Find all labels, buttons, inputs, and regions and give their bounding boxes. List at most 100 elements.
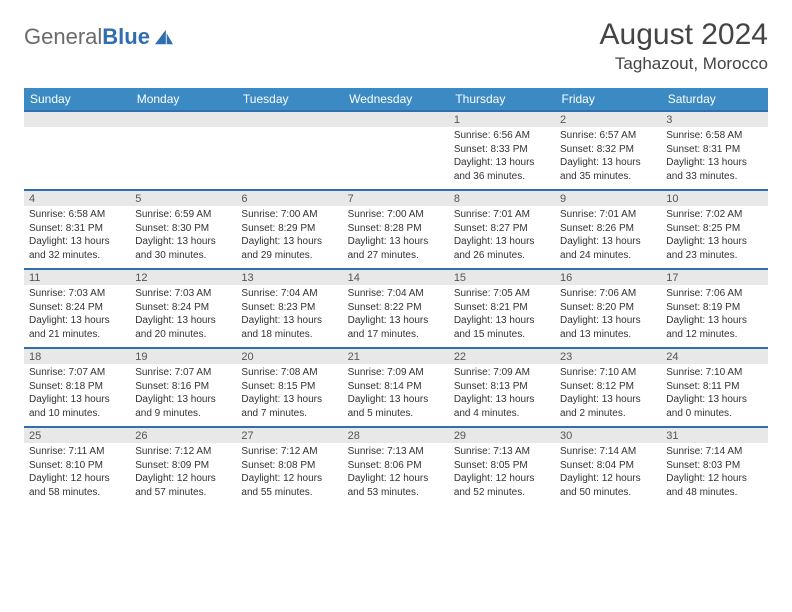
calendar-week: 18Sunrise: 7:07 AMSunset: 8:18 PMDayligh… (24, 347, 768, 426)
day-header: Monday (130, 88, 236, 110)
sunrise-text: Sunrise: 7:10 AM (666, 366, 762, 380)
sunset-text: Sunset: 8:23 PM (241, 301, 337, 315)
daylight-text: Daylight: 13 hours and 9 minutes. (135, 393, 231, 420)
calendar-week: ....1Sunrise: 6:56 AMSunset: 8:33 PMDayl… (24, 110, 768, 189)
sunrise-text: Sunrise: 7:04 AM (241, 287, 337, 301)
sunrise-text: Sunrise: 7:03 AM (135, 287, 231, 301)
calendar-day: . (130, 110, 236, 189)
daylight-text: Daylight: 13 hours and 33 minutes. (666, 156, 762, 183)
title-block: August 2024 Taghazout, Morocco (600, 18, 768, 74)
day-number: 11 (24, 268, 130, 285)
day-details: Sunrise: 7:05 AMSunset: 8:21 PMDaylight:… (449, 285, 555, 347)
day-number: 13 (236, 268, 342, 285)
day-details: Sunrise: 7:12 AMSunset: 8:09 PMDaylight:… (130, 443, 236, 505)
sunset-text: Sunset: 8:06 PM (348, 459, 444, 473)
sunset-text: Sunset: 8:11 PM (666, 380, 762, 394)
day-details: Sunrise: 6:57 AMSunset: 8:32 PMDaylight:… (555, 127, 661, 189)
sunrise-text: Sunrise: 7:09 AM (454, 366, 550, 380)
calendar-day: 29Sunrise: 7:13 AMSunset: 8:05 PMDayligh… (449, 426, 555, 505)
sunset-text: Sunset: 8:14 PM (348, 380, 444, 394)
calendar-day: 13Sunrise: 7:04 AMSunset: 8:23 PMDayligh… (236, 268, 342, 347)
day-number: . (24, 110, 130, 127)
day-number: 22 (449, 347, 555, 364)
day-details: Sunrise: 7:08 AMSunset: 8:15 PMDaylight:… (236, 364, 342, 426)
daylight-text: Daylight: 13 hours and 29 minutes. (241, 235, 337, 262)
sunset-text: Sunset: 8:27 PM (454, 222, 550, 236)
brand-name: GeneralBlue (24, 24, 150, 50)
sunset-text: Sunset: 8:19 PM (666, 301, 762, 315)
day-details: Sunrise: 6:58 AMSunset: 8:31 PMDaylight:… (24, 206, 130, 268)
sunset-text: Sunset: 8:31 PM (666, 143, 762, 157)
day-details: Sunrise: 7:14 AMSunset: 8:04 PMDaylight:… (555, 443, 661, 505)
sunrise-text: Sunrise: 7:09 AM (348, 366, 444, 380)
sunset-text: Sunset: 8:22 PM (348, 301, 444, 315)
calendar-day: 31Sunrise: 7:14 AMSunset: 8:03 PMDayligh… (661, 426, 767, 505)
sunset-text: Sunset: 8:31 PM (29, 222, 125, 236)
daylight-text: Daylight: 12 hours and 58 minutes. (29, 472, 125, 499)
daylight-text: Daylight: 12 hours and 52 minutes. (454, 472, 550, 499)
calendar-day: . (24, 110, 130, 189)
sunrise-text: Sunrise: 7:05 AM (454, 287, 550, 301)
calendar-week: 25Sunrise: 7:11 AMSunset: 8:10 PMDayligh… (24, 426, 768, 505)
calendar-day: 14Sunrise: 7:04 AMSunset: 8:22 PMDayligh… (343, 268, 449, 347)
daylight-text: Daylight: 12 hours and 57 minutes. (135, 472, 231, 499)
daylight-text: Daylight: 13 hours and 23 minutes. (666, 235, 762, 262)
day-details: Sunrise: 7:04 AMSunset: 8:23 PMDaylight:… (236, 285, 342, 347)
day-number: 15 (449, 268, 555, 285)
day-details: Sunrise: 6:58 AMSunset: 8:31 PMDaylight:… (661, 127, 767, 189)
daylight-text: Daylight: 13 hours and 24 minutes. (560, 235, 656, 262)
day-details (236, 127, 342, 185)
day-number: 3 (661, 110, 767, 127)
day-details: Sunrise: 7:00 AMSunset: 8:28 PMDaylight:… (343, 206, 449, 268)
daylight-text: Daylight: 13 hours and 36 minutes. (454, 156, 550, 183)
sunrise-text: Sunrise: 7:02 AM (666, 208, 762, 222)
calendar-day: 17Sunrise: 7:06 AMSunset: 8:19 PMDayligh… (661, 268, 767, 347)
day-number: 17 (661, 268, 767, 285)
sunset-text: Sunset: 8:21 PM (454, 301, 550, 315)
calendar-week: 11Sunrise: 7:03 AMSunset: 8:24 PMDayligh… (24, 268, 768, 347)
day-details: Sunrise: 7:04 AMSunset: 8:22 PMDaylight:… (343, 285, 449, 347)
day-header: Saturday (661, 88, 767, 110)
calendar-day: 24Sunrise: 7:10 AMSunset: 8:11 PMDayligh… (661, 347, 767, 426)
calendar-week: 4Sunrise: 6:58 AMSunset: 8:31 PMDaylight… (24, 189, 768, 268)
calendar-day: 5Sunrise: 6:59 AMSunset: 8:30 PMDaylight… (130, 189, 236, 268)
calendar-day: 20Sunrise: 7:08 AMSunset: 8:15 PMDayligh… (236, 347, 342, 426)
day-number: 2 (555, 110, 661, 127)
sunrise-text: Sunrise: 6:58 AM (666, 129, 762, 143)
sunset-text: Sunset: 8:08 PM (241, 459, 337, 473)
sunset-text: Sunset: 8:04 PM (560, 459, 656, 473)
day-details: Sunrise: 6:56 AMSunset: 8:33 PMDaylight:… (449, 127, 555, 189)
day-number: 27 (236, 426, 342, 443)
calendar-day: 25Sunrise: 7:11 AMSunset: 8:10 PMDayligh… (24, 426, 130, 505)
day-number: 14 (343, 268, 449, 285)
calendar-day: 11Sunrise: 7:03 AMSunset: 8:24 PMDayligh… (24, 268, 130, 347)
day-details: Sunrise: 7:00 AMSunset: 8:29 PMDaylight:… (236, 206, 342, 268)
day-details: Sunrise: 7:02 AMSunset: 8:25 PMDaylight:… (661, 206, 767, 268)
day-header: Thursday (449, 88, 555, 110)
day-number: 6 (236, 189, 342, 206)
day-number: 8 (449, 189, 555, 206)
daylight-text: Daylight: 13 hours and 18 minutes. (241, 314, 337, 341)
calendar-day: 21Sunrise: 7:09 AMSunset: 8:14 PMDayligh… (343, 347, 449, 426)
sunrise-text: Sunrise: 6:59 AM (135, 208, 231, 222)
sunset-text: Sunset: 8:05 PM (454, 459, 550, 473)
brand-logo: GeneralBlue (24, 18, 175, 50)
sunrise-text: Sunrise: 7:12 AM (135, 445, 231, 459)
day-details: Sunrise: 7:01 AMSunset: 8:26 PMDaylight:… (555, 206, 661, 268)
day-details: Sunrise: 7:12 AMSunset: 8:08 PMDaylight:… (236, 443, 342, 505)
daylight-text: Daylight: 13 hours and 7 minutes. (241, 393, 337, 420)
sunset-text: Sunset: 8:30 PM (135, 222, 231, 236)
sunset-text: Sunset: 8:16 PM (135, 380, 231, 394)
calendar-day: 22Sunrise: 7:09 AMSunset: 8:13 PMDayligh… (449, 347, 555, 426)
sunrise-text: Sunrise: 7:01 AM (560, 208, 656, 222)
sunset-text: Sunset: 8:24 PM (29, 301, 125, 315)
day-header: Wednesday (343, 88, 449, 110)
calendar-day: 1Sunrise: 6:56 AMSunset: 8:33 PMDaylight… (449, 110, 555, 189)
sunset-text: Sunset: 8:10 PM (29, 459, 125, 473)
calendar-day: 8Sunrise: 7:01 AMSunset: 8:27 PMDaylight… (449, 189, 555, 268)
sunrise-text: Sunrise: 7:00 AM (348, 208, 444, 222)
day-details: Sunrise: 7:03 AMSunset: 8:24 PMDaylight:… (130, 285, 236, 347)
day-details: Sunrise: 7:03 AMSunset: 8:24 PMDaylight:… (24, 285, 130, 347)
day-details: Sunrise: 7:09 AMSunset: 8:14 PMDaylight:… (343, 364, 449, 426)
day-number: 7 (343, 189, 449, 206)
